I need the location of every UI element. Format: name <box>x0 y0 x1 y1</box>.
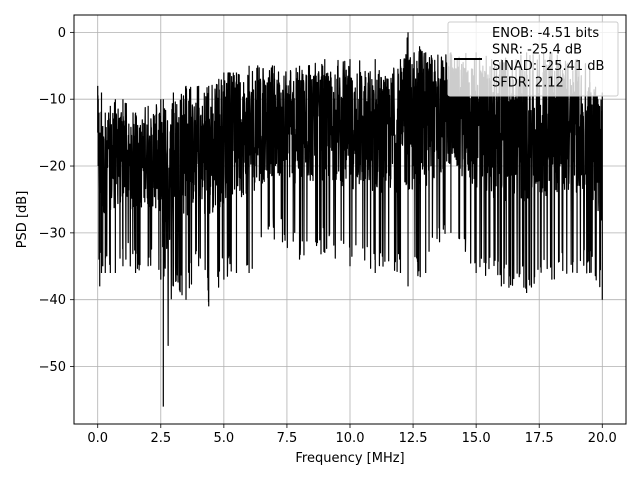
y-axis-label: PSD [dB] <box>15 191 30 249</box>
x-tick-label: 7.5 <box>277 431 298 446</box>
legend-line-sinad: SINAD: -25.41 dB <box>492 59 604 74</box>
legend-line-enob: ENOB: -4.51 bits <box>492 26 599 41</box>
x-tick-label: 17.5 <box>525 431 554 446</box>
y-tick-label: −40 <box>39 293 66 308</box>
y-axis-ticks: 0 −10 −20 −30 −40 −50 <box>39 26 74 375</box>
y-tick-label: −50 <box>39 360 66 375</box>
y-tick-label: −20 <box>39 160 66 175</box>
psd-trace <box>97 32 603 407</box>
x-tick-label: 2.5 <box>150 431 171 446</box>
x-tick-label: 15.0 <box>462 431 491 446</box>
x-axis-ticks: 0.0 2.5 5.0 7.5 10.0 12.5 15.0 17.5 20.0 <box>87 424 617 446</box>
x-axis-label: Frequency [MHz] <box>295 451 404 466</box>
y-tick-label: −10 <box>39 93 66 108</box>
x-tick-label: 10.0 <box>336 431 365 446</box>
psd-series <box>97 32 603 407</box>
x-tick-label: 12.5 <box>399 431 428 446</box>
x-tick-label: 20.0 <box>588 431 617 446</box>
legend-line-snr: SNR: -25.4 dB <box>492 43 582 58</box>
legend: ENOB: -4.51 bits SNR: -25.4 dB SINAD: -2… <box>447 21 619 97</box>
x-tick-label: 5.0 <box>214 431 235 446</box>
x-tick-label: 0.0 <box>87 431 108 446</box>
legend-box <box>447 21 619 97</box>
legend-line-sfdr: SFDR: 2.12 <box>492 76 564 91</box>
y-tick-label: −30 <box>39 226 66 241</box>
y-tick-label: 0 <box>58 26 66 41</box>
